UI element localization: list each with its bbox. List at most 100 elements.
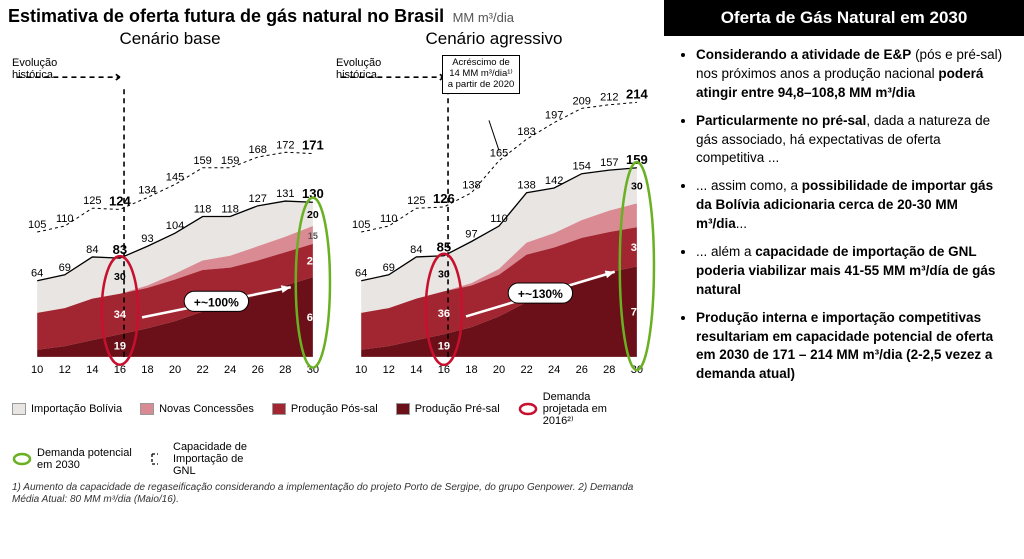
- bullet-item: Considerando a atividade de E&P (pós e p…: [696, 46, 1010, 103]
- svg-text:159: 159: [221, 155, 239, 167]
- svg-text:124: 124: [109, 193, 132, 208]
- svg-text:18: 18: [465, 364, 477, 376]
- svg-text:+~130%: +~130%: [518, 287, 563, 301]
- subtitles: Cenário base Cenário agressivo: [8, 29, 656, 49]
- subtitle-aggressive: Cenário agressivo: [332, 29, 656, 49]
- svg-text:20: 20: [493, 364, 505, 376]
- svg-text:28: 28: [603, 364, 615, 376]
- svg-text:12: 12: [383, 364, 395, 376]
- svg-text:93: 93: [141, 233, 153, 245]
- legend: Importação BolíviaNovas ConcessõesProduç…: [8, 391, 656, 478]
- svg-text:127: 127: [249, 193, 267, 205]
- svg-text:20: 20: [169, 364, 181, 376]
- svg-text:76: 76: [631, 307, 643, 319]
- svg-text:105: 105: [28, 219, 46, 231]
- svg-text:172: 172: [276, 139, 294, 151]
- bullet-item: Particularmente no pré-sal, dada a natur…: [696, 112, 1010, 169]
- main-title: Estimativa de oferta futura de gás natur…: [8, 6, 444, 26]
- svg-text:10: 10: [31, 364, 43, 376]
- svg-text:26: 26: [576, 364, 588, 376]
- svg-text:125: 125: [83, 195, 101, 207]
- svg-text:154: 154: [573, 161, 591, 173]
- svg-text:28: 28: [279, 364, 291, 376]
- svg-text:159: 159: [193, 155, 211, 167]
- svg-text:126: 126: [433, 191, 455, 206]
- bullet-item: Produção interna e importação competitiv…: [696, 309, 1010, 385]
- svg-text:83: 83: [113, 242, 128, 257]
- svg-text:105: 105: [352, 219, 370, 231]
- svg-text:15: 15: [308, 231, 318, 241]
- svg-text:14: 14: [86, 364, 98, 376]
- svg-text:26: 26: [252, 364, 264, 376]
- svg-text:12: 12: [59, 364, 71, 376]
- svg-text:22: 22: [520, 364, 532, 376]
- svg-text:168: 168: [249, 144, 267, 156]
- legend-item: Demanda potencial em 2030: [12, 447, 132, 471]
- svg-text:110: 110: [56, 213, 74, 225]
- svg-text:30: 30: [114, 271, 126, 283]
- svg-text:125: 125: [407, 195, 425, 207]
- svg-text:142: 142: [545, 175, 563, 187]
- svg-text:118: 118: [221, 204, 239, 216]
- bullet-item: ... assim como, a possibilidade de impor…: [696, 177, 1010, 234]
- svg-text:104: 104: [166, 220, 184, 232]
- evolution-label-base: Evoluçãohistórica: [12, 57, 57, 81]
- svg-text:159: 159: [626, 152, 648, 167]
- svg-text:145: 145: [166, 171, 184, 183]
- legend-item: Produção Pós-sal: [272, 403, 378, 415]
- svg-text:30: 30: [438, 269, 450, 281]
- evolution-label-agg: Evoluçãohistórica: [336, 57, 381, 81]
- subtitle-base: Cenário base: [8, 29, 332, 49]
- legend-item: Importação Bolívia: [12, 403, 122, 415]
- callout-box: Acréscimo de 14 MM m³/dia¹⁾ a partir de …: [442, 55, 520, 94]
- svg-text:64: 64: [355, 268, 367, 280]
- svg-text:130: 130: [302, 186, 324, 201]
- legend-item: Produção Pré-sal: [396, 403, 500, 415]
- charts-row: Evoluçãohistórica 6469848393104118118127…: [8, 55, 656, 385]
- svg-text:10: 10: [355, 364, 367, 376]
- legend-item: Capacidade de Importação de GNL: [150, 441, 268, 477]
- side-panel-header: Oferta de Gás Natural em 2030: [664, 0, 1024, 36]
- svg-text:36: 36: [438, 308, 450, 320]
- svg-text:20: 20: [307, 209, 319, 221]
- svg-text:110: 110: [380, 213, 398, 225]
- svg-text:+~100%: +~100%: [194, 295, 239, 309]
- svg-text:131: 131: [276, 188, 294, 200]
- svg-text:24: 24: [548, 364, 560, 376]
- main-title-row: Estimativa de oferta futura de gás natur…: [8, 6, 656, 27]
- charts-panel: Estimativa de oferta futura de gás natur…: [0, 0, 664, 559]
- chart-base: Evoluçãohistórica 6469848393104118118127…: [8, 55, 332, 385]
- page-root: Estimativa de oferta futura de gás natur…: [0, 0, 1024, 559]
- svg-text:69: 69: [383, 262, 395, 274]
- svg-text:171: 171: [302, 137, 324, 152]
- svg-text:33: 33: [631, 242, 643, 254]
- bullet-list: Considerando a atividade de E&P (pós e p…: [686, 46, 1010, 384]
- svg-text:183: 183: [517, 126, 535, 138]
- svg-text:118: 118: [194, 204, 212, 216]
- bullet-item: ... além a capacidade de importação de G…: [696, 243, 1010, 300]
- svg-text:67: 67: [307, 312, 319, 324]
- svg-text:24: 24: [224, 364, 236, 376]
- svg-text:19: 19: [438, 341, 450, 353]
- svg-text:18: 18: [141, 364, 153, 376]
- footnote: 1) Aumento da capacidade de regaseificaç…: [8, 482, 656, 506]
- svg-text:138: 138: [517, 180, 535, 192]
- svg-text:69: 69: [59, 262, 71, 274]
- legend-item: Demanda projetada em 2016²⁾: [518, 391, 638, 427]
- svg-text:22: 22: [196, 364, 208, 376]
- svg-text:30: 30: [631, 181, 643, 193]
- svg-text:19: 19: [114, 341, 126, 353]
- svg-text:138: 138: [462, 180, 480, 192]
- svg-text:64: 64: [31, 268, 43, 280]
- side-panel: Oferta de Gás Natural em 2030 Consideran…: [664, 0, 1024, 559]
- side-panel-body: Considerando a atividade de E&P (pós e p…: [664, 36, 1024, 403]
- main-unit: MM m³/dia: [453, 10, 514, 25]
- svg-text:197: 197: [545, 110, 563, 122]
- svg-text:110: 110: [490, 213, 508, 225]
- svg-text:97: 97: [465, 228, 477, 240]
- svg-text:212: 212: [600, 92, 618, 104]
- svg-text:28: 28: [307, 256, 319, 268]
- chart-aggressive: Evoluçãohistórica Acréscimo de 14 MM m³/…: [332, 55, 656, 385]
- svg-text:14: 14: [410, 364, 422, 376]
- svg-text:134: 134: [138, 184, 156, 196]
